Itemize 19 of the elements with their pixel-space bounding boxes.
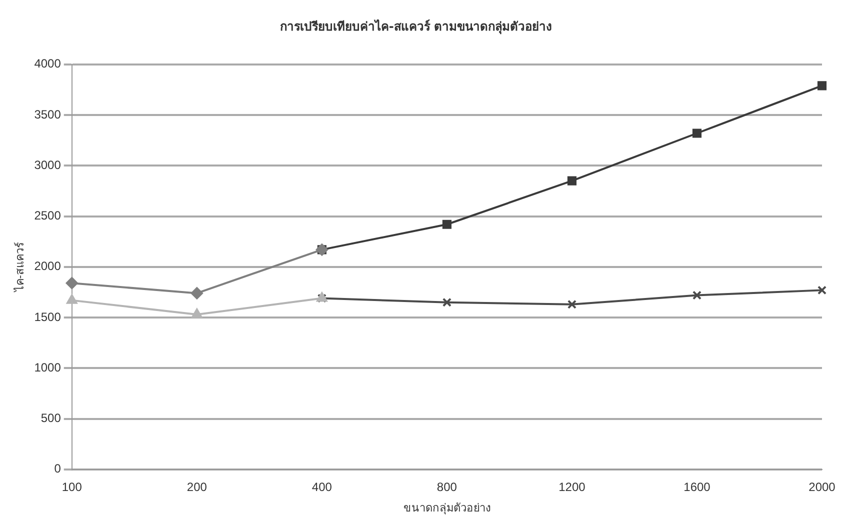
- x-tick-label: 400: [312, 480, 332, 494]
- y-axis-title: ไค-สแควร์: [14, 242, 27, 293]
- y-tick-label: 3500: [34, 107, 62, 122]
- x-tick-label: 2000: [808, 480, 836, 494]
- y-tick-label: 3000: [34, 158, 62, 172]
- y-tick-label: 1000: [34, 360, 62, 374]
- y-tick-label: 2000: [34, 259, 62, 274]
- x-tick-label: 1200: [558, 480, 586, 494]
- y-tick-label: 4000: [34, 56, 62, 71]
- x-tick-label: 200: [186, 480, 208, 494]
- x-tick-label: 100: [62, 480, 82, 494]
- y-tick-label: 2500: [34, 208, 62, 223]
- x-tick-label: 800: [436, 480, 458, 494]
- y-tick-label: 1500: [34, 310, 62, 324]
- y-tick-label: 500: [40, 411, 62, 426]
- x-axis-title: ขนาดกลุ่มตัวอย่าง: [403, 502, 490, 514]
- chart-title: การเปรียบเทียบค่าไค-สแควร์ ตามขนาดกลุ่มตัวอย่าง: [280, 18, 552, 34]
- y-tick-label: 0: [54, 462, 62, 476]
- x-tick-label: 1600: [684, 480, 711, 494]
